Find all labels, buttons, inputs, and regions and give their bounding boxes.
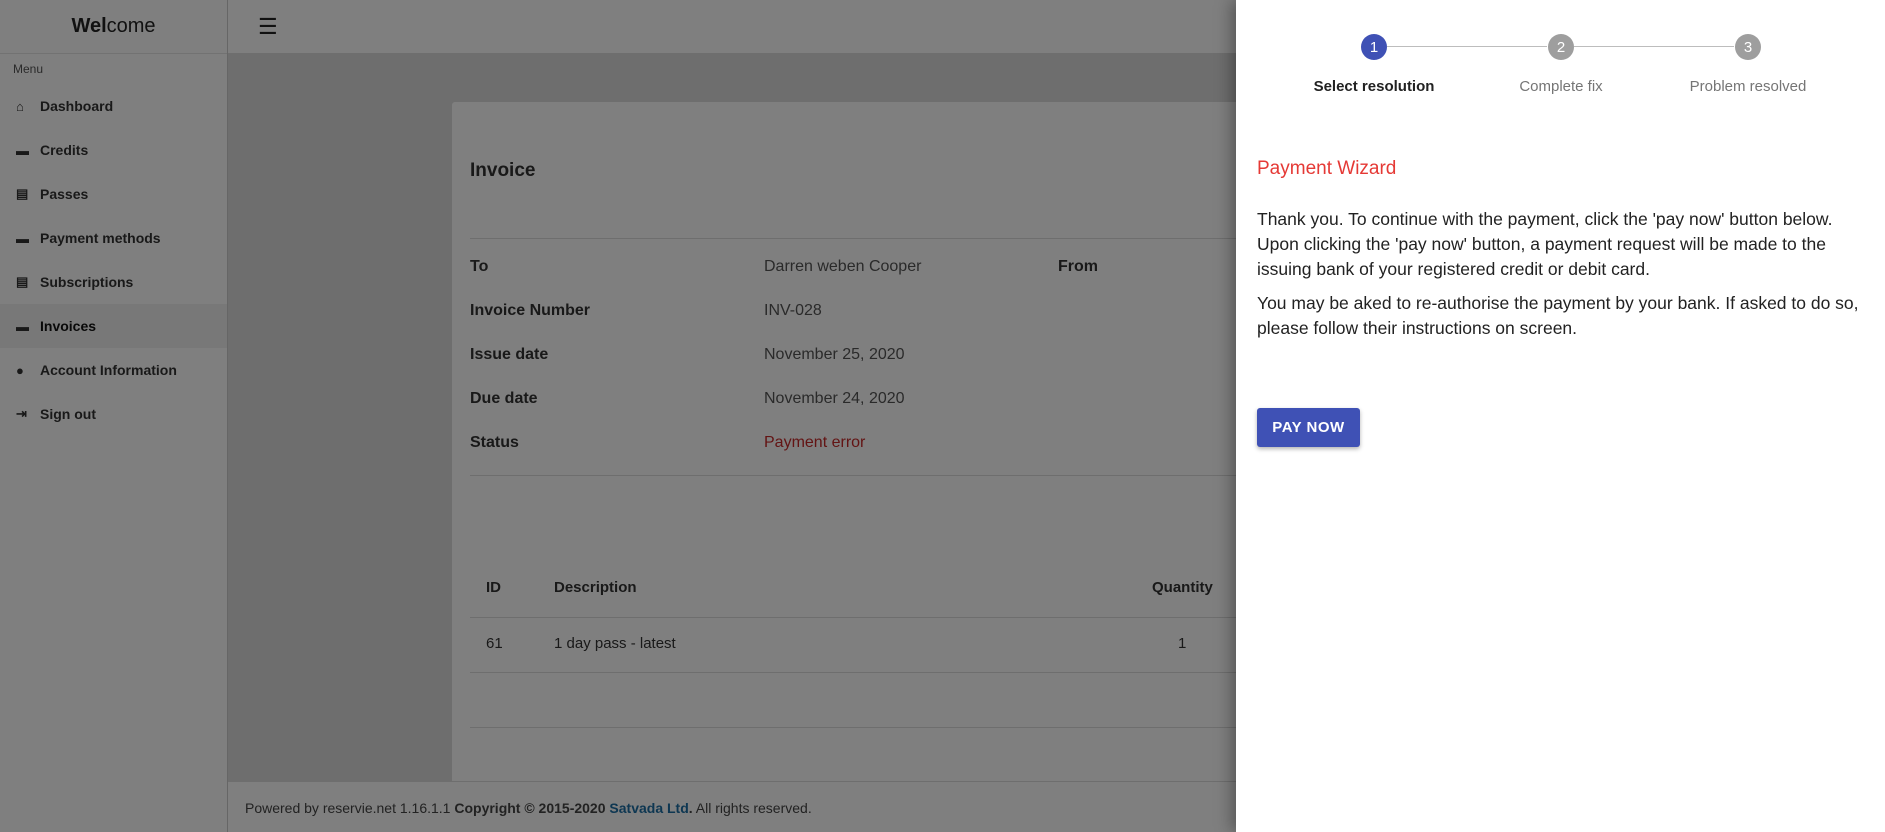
pay-now-button[interactable]: PAY NOW <box>1257 408 1360 447</box>
step-1-label: Select resolution <box>1313 78 1435 95</box>
step-2-circle: 2 <box>1548 34 1574 60</box>
wizard-title: Payment Wizard <box>1257 158 1397 179</box>
step-2-label: Complete fix <box>1519 78 1603 95</box>
payment-wizard-panel: 1 Select resolution 2 Complete fix 3 Problem … <box>1236 0 1885 832</box>
wizard-note: You may be aked to re-authorise the paym… <box>1257 293 1859 338</box>
step-3-label: Problem resolved <box>1689 78 1807 95</box>
step-connector <box>1574 46 1734 47</box>
step-connector <box>1387 46 1547 47</box>
step-3-circle: 3 <box>1735 34 1761 60</box>
step-1-circle: 1 <box>1361 34 1387 60</box>
wizard-instructions: Thank you. To continue with the payment,… <box>1257 209 1833 279</box>
